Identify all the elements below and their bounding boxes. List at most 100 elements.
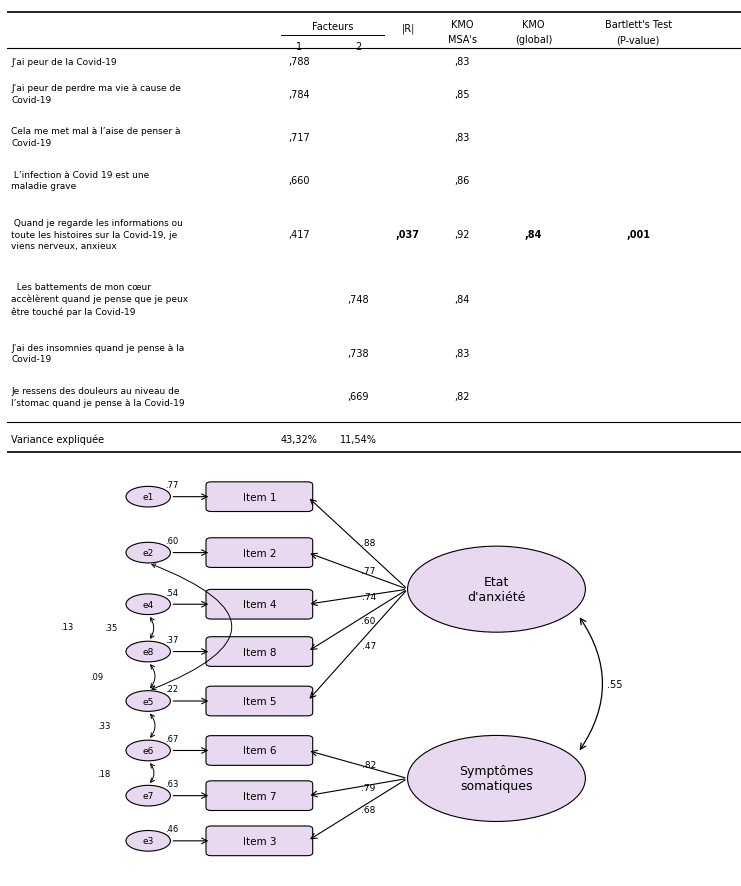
Text: Bartlett's Test: Bartlett's Test — [605, 19, 672, 29]
Text: .77: .77 — [165, 480, 179, 490]
Text: ,92: ,92 — [454, 229, 470, 240]
Text: .63: .63 — [165, 779, 179, 789]
FancyBboxPatch shape — [206, 687, 313, 716]
Text: 1: 1 — [296, 42, 302, 52]
Text: Item 8: Item 8 — [242, 647, 276, 657]
Text: .68: .68 — [362, 805, 376, 814]
Ellipse shape — [126, 830, 170, 851]
Text: .82: .82 — [362, 760, 376, 769]
FancyArrowPatch shape — [150, 764, 154, 782]
Text: ,037: ,037 — [396, 229, 420, 240]
Text: Cela me met mal à l’aise de penser à
Covid-19: Cela me met mal à l’aise de penser à Cov… — [11, 128, 181, 148]
Ellipse shape — [126, 641, 170, 662]
Text: Symptômes
somatiques: Symptômes somatiques — [459, 765, 534, 793]
Text: ,83: ,83 — [454, 58, 470, 67]
Text: .47: .47 — [362, 641, 376, 649]
FancyBboxPatch shape — [206, 826, 313, 856]
Text: e1: e1 — [142, 493, 154, 501]
Text: (P-value): (P-value) — [617, 35, 660, 45]
Text: .60: .60 — [165, 536, 179, 546]
Text: ,660: ,660 — [289, 175, 310, 186]
Text: e5: e5 — [142, 696, 154, 706]
Text: .46: .46 — [165, 824, 179, 834]
Text: .55: .55 — [608, 679, 622, 689]
Text: e3: e3 — [142, 836, 154, 845]
Text: MSA's: MSA's — [448, 35, 476, 45]
Text: 11,54%: 11,54% — [339, 434, 376, 444]
Text: L’infection à Covid 19 est une
maladie grave: L’infection à Covid 19 est une maladie g… — [11, 170, 150, 191]
Ellipse shape — [408, 735, 585, 821]
Text: .33: .33 — [97, 721, 110, 730]
FancyArrowPatch shape — [152, 564, 232, 690]
Text: 43,32%: 43,32% — [281, 434, 318, 444]
Text: .77: .77 — [362, 567, 376, 576]
Text: 2: 2 — [355, 42, 361, 52]
Ellipse shape — [126, 691, 170, 711]
Text: e7: e7 — [142, 791, 154, 800]
Text: ,417: ,417 — [288, 229, 310, 240]
FancyArrowPatch shape — [150, 714, 155, 737]
Text: .09: .09 — [90, 672, 103, 681]
FancyBboxPatch shape — [206, 781, 313, 811]
Text: ,784: ,784 — [288, 89, 310, 99]
Text: ,83: ,83 — [454, 348, 470, 359]
Text: .37: .37 — [165, 635, 179, 644]
Text: ,748: ,748 — [348, 294, 369, 305]
Text: Item 7: Item 7 — [242, 791, 276, 801]
Text: .35: .35 — [104, 624, 118, 633]
Text: e8: e8 — [142, 648, 154, 657]
Text: ,001: ,001 — [626, 229, 651, 240]
Text: ,82: ,82 — [454, 392, 470, 401]
Text: .67: .67 — [165, 734, 179, 743]
Text: Je ressens des douleurs au niveau de
l’stomac quand je pense à la Covid-19: Je ressens des douleurs au niveau de l’s… — [11, 386, 185, 407]
FancyArrowPatch shape — [150, 665, 155, 688]
Text: e6: e6 — [142, 746, 154, 755]
Text: Item 1: Item 1 — [242, 492, 276, 502]
Text: .22: .22 — [165, 685, 179, 694]
Text: .79: .79 — [362, 782, 376, 792]
Text: J’ai peur de perdre ma vie à cause de
Covid-19: J’ai peur de perdre ma vie à cause de Co… — [11, 84, 181, 105]
Text: Item 4: Item 4 — [242, 600, 276, 610]
Text: J’ai des insomnies quand je pense à la
Covid-19: J’ai des insomnies quand je pense à la C… — [11, 343, 185, 364]
Text: Facteurs: Facteurs — [312, 22, 353, 32]
Ellipse shape — [126, 542, 170, 563]
Text: Item 5: Item 5 — [242, 696, 276, 706]
FancyArrowPatch shape — [580, 618, 602, 750]
Text: J’ai peur de la Covid-19: J’ai peur de la Covid-19 — [11, 58, 116, 66]
Text: |R|: |R| — [402, 24, 415, 35]
FancyBboxPatch shape — [206, 482, 313, 512]
Text: Etat
d'anxiété: Etat d'anxiété — [468, 576, 525, 603]
Text: ,788: ,788 — [288, 58, 310, 67]
Text: Item 2: Item 2 — [242, 548, 276, 558]
FancyBboxPatch shape — [206, 538, 313, 568]
Ellipse shape — [126, 741, 170, 761]
Text: ,738: ,738 — [348, 348, 369, 359]
FancyBboxPatch shape — [206, 637, 313, 666]
Text: ,83: ,83 — [454, 133, 470, 143]
Text: e4: e4 — [142, 600, 154, 609]
Text: Variance expliquée: Variance expliquée — [11, 434, 104, 445]
Text: KMO: KMO — [451, 19, 473, 29]
FancyArrowPatch shape — [150, 618, 154, 638]
Text: (global): (global) — [515, 35, 552, 45]
Text: ,669: ,669 — [348, 392, 369, 401]
Ellipse shape — [126, 595, 170, 615]
Text: ,84: ,84 — [525, 229, 542, 240]
Text: ,717: ,717 — [288, 133, 310, 143]
Text: .74: .74 — [362, 593, 376, 602]
Text: .60: .60 — [362, 616, 376, 626]
Ellipse shape — [408, 547, 585, 633]
FancyBboxPatch shape — [206, 735, 313, 766]
Ellipse shape — [126, 786, 170, 806]
FancyBboxPatch shape — [206, 590, 313, 619]
Text: Quand je regarde les informations ou
toute les histoires sur la Covid-19, je
vie: Quand je regarde les informations ou tou… — [11, 219, 183, 251]
Text: .54: .54 — [165, 588, 179, 597]
Text: Item 6: Item 6 — [242, 746, 276, 756]
Ellipse shape — [126, 486, 170, 508]
Text: .13: .13 — [60, 623, 73, 632]
Text: Les battements de mon cœur
accèlèrent quand je pense que je peux
être touché par: Les battements de mon cœur accèlèrent qu… — [11, 283, 188, 316]
Text: .88: .88 — [362, 539, 376, 548]
Text: ,84: ,84 — [454, 294, 470, 305]
Text: .18: .18 — [97, 769, 110, 778]
Text: Item 3: Item 3 — [242, 835, 276, 846]
